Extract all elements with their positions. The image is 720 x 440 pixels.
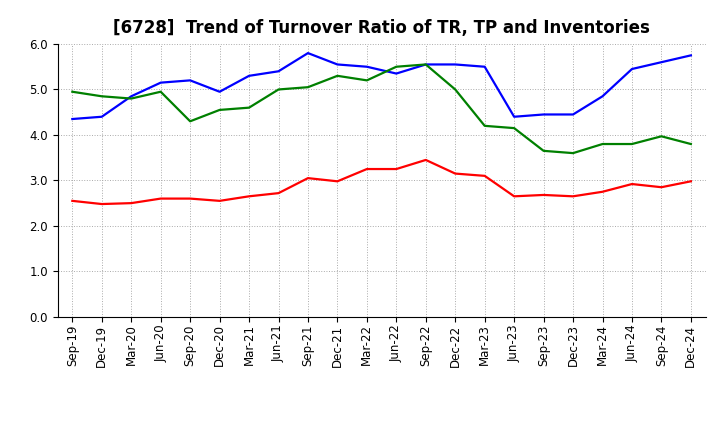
Trade Receivables [687, 179, 696, 184]
Inventories [392, 64, 400, 70]
Trade Payables [333, 62, 342, 67]
Trade Receivables [127, 201, 135, 206]
Inventories [510, 125, 518, 131]
Inventories [304, 84, 312, 90]
Trade Receivables [274, 191, 283, 196]
Inventories [156, 89, 165, 94]
Trade Receivables [68, 198, 76, 203]
Inventories [127, 96, 135, 101]
Line: Trade Receivables: Trade Receivables [72, 160, 691, 204]
Trade Payables [304, 51, 312, 56]
Inventories [274, 87, 283, 92]
Trade Receivables [657, 185, 666, 190]
Trade Payables [186, 78, 194, 83]
Trade Receivables [333, 179, 342, 184]
Inventories [598, 141, 607, 147]
Trade Receivables [451, 171, 459, 176]
Inventories [480, 123, 489, 128]
Trade Payables [392, 71, 400, 76]
Trade Receivables [245, 194, 253, 199]
Trade Payables [274, 69, 283, 74]
Title: [6728]  Trend of Turnover Ratio of TR, TP and Inventories: [6728] Trend of Turnover Ratio of TR, TP… [113, 19, 650, 37]
Line: Trade Payables: Trade Payables [72, 53, 691, 119]
Line: Inventories: Inventories [72, 64, 691, 153]
Trade Payables [451, 62, 459, 67]
Trade Payables [657, 59, 666, 65]
Inventories [687, 141, 696, 147]
Trade Payables [510, 114, 518, 119]
Trade Payables [156, 80, 165, 85]
Trade Receivables [510, 194, 518, 199]
Trade Receivables [539, 192, 548, 198]
Trade Receivables [215, 198, 224, 203]
Inventories [363, 78, 372, 83]
Inventories [68, 89, 76, 94]
Trade Payables [215, 89, 224, 94]
Trade Payables [539, 112, 548, 117]
Trade Payables [127, 94, 135, 99]
Trade Receivables [156, 196, 165, 201]
Inventories [657, 134, 666, 139]
Trade Receivables [363, 166, 372, 172]
Inventories [97, 94, 106, 99]
Trade Receivables [392, 166, 400, 172]
Trade Receivables [304, 176, 312, 181]
Trade Payables [480, 64, 489, 70]
Inventories [186, 119, 194, 124]
Inventories [421, 62, 430, 67]
Trade Receivables [186, 196, 194, 201]
Trade Payables [68, 116, 76, 121]
Inventories [539, 148, 548, 154]
Trade Receivables [569, 194, 577, 199]
Inventories [333, 73, 342, 78]
Trade Payables [598, 94, 607, 99]
Trade Payables [421, 62, 430, 67]
Trade Payables [569, 112, 577, 117]
Inventories [245, 105, 253, 110]
Trade Receivables [480, 173, 489, 179]
Trade Payables [628, 66, 636, 72]
Trade Payables [245, 73, 253, 78]
Trade Payables [687, 53, 696, 58]
Trade Receivables [97, 202, 106, 207]
Trade Payables [363, 64, 372, 70]
Trade Payables [97, 114, 106, 119]
Inventories [569, 150, 577, 156]
Trade Receivables [598, 189, 607, 194]
Trade Receivables [628, 181, 636, 187]
Inventories [628, 141, 636, 147]
Trade Receivables [421, 157, 430, 162]
Inventories [215, 107, 224, 113]
Inventories [451, 87, 459, 92]
